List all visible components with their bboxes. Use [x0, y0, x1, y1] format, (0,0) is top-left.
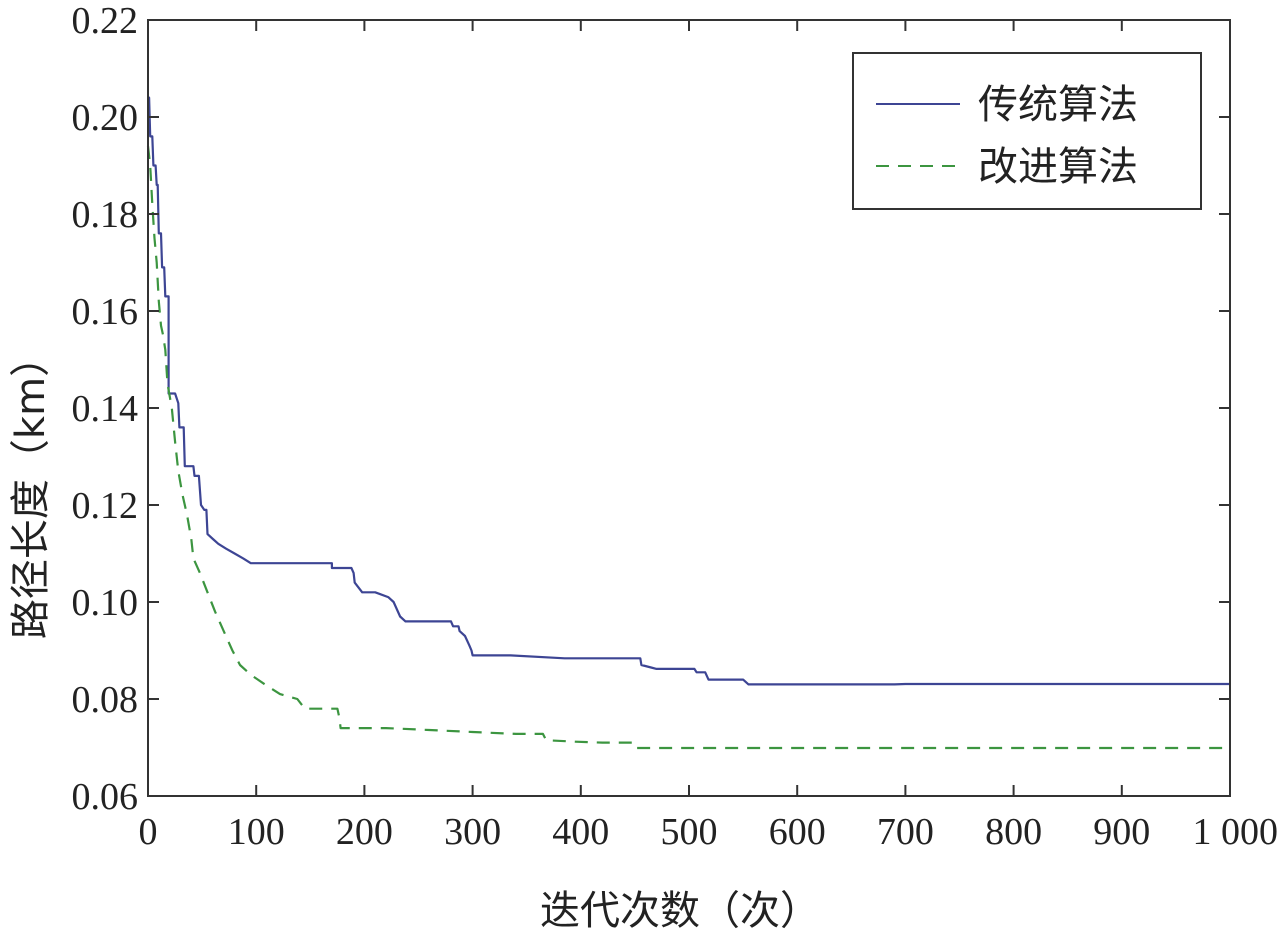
legend: 传统算法 改进算法: [852, 52, 1202, 210]
y-tick-label: 0.10: [72, 582, 139, 624]
x-tick-label: 100: [228, 811, 285, 853]
y-tick-label: 0.20: [72, 97, 139, 139]
x-tick-label: 300: [444, 811, 501, 853]
x-tick-label: 400: [552, 811, 609, 853]
series-line-traditional: [148, 96, 1230, 686]
x-tick-label: 900: [1093, 811, 1150, 853]
x-tick-label: 800: [985, 811, 1042, 853]
y-axis-title: 路径长度（km）: [8, 337, 54, 639]
y-tick-label: 0.12: [72, 485, 139, 527]
y-tick-label: 0.14: [72, 388, 139, 430]
x-tick-label: 700: [877, 811, 934, 853]
x-tick-label: 500: [661, 811, 718, 853]
x-axis-title: 迭代次数（次）: [540, 888, 820, 934]
x-tick-label: 600: [769, 811, 826, 853]
x-tick-label: 1 000: [1193, 811, 1279, 853]
y-tick-label: 0.18: [72, 194, 139, 236]
legend-label-traditional: 传统算法: [978, 82, 1138, 128]
y-tick-label: 0.08: [72, 679, 139, 721]
x-tick-label: 0: [139, 811, 158, 853]
y-tick-label: 0.22: [72, 0, 139, 42]
series-layer: [146, 96, 1230, 750]
ticks-layer: 0 100 200 300 400 500 600 700 800 900 1 000 0.06 0.0…: [72, 0, 1279, 853]
y-tick-label: 0.06: [72, 776, 139, 818]
legend-box: [852, 52, 1202, 210]
y-tick-label: 0.16: [72, 291, 139, 333]
x-tick-label: 200: [336, 811, 393, 853]
series-line-improved: [146, 145, 1230, 750]
legend-label-improved: 改进算法: [978, 144, 1138, 190]
